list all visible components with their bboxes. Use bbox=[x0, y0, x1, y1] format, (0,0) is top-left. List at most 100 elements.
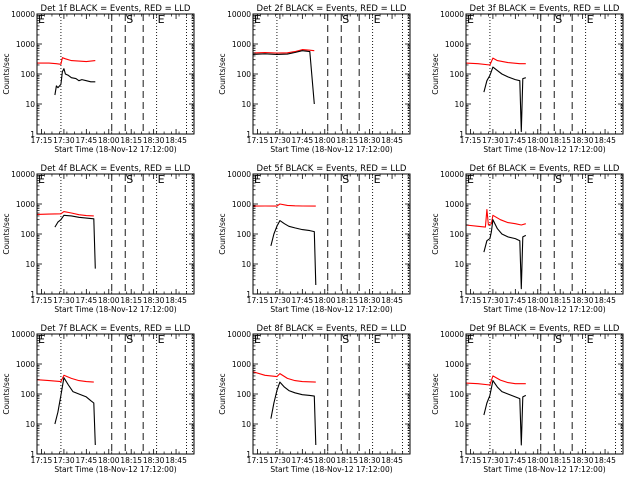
x-tick-label: 18:00 bbox=[527, 296, 549, 305]
events-series-line bbox=[483, 380, 527, 446]
y-tick-label: 10000 bbox=[11, 170, 35, 179]
x-tick-label: 17:30 bbox=[482, 136, 504, 145]
y-tick-label: 1000 bbox=[445, 200, 464, 209]
y-tick-label: 100 bbox=[450, 390, 465, 399]
y-tick-label: 1000 bbox=[232, 40, 251, 49]
x-axis-label: Start Time (18-Nov-12 17:12:00) bbox=[483, 305, 605, 314]
x-tick-label: 17:45 bbox=[76, 296, 98, 305]
x-tick-label: 18:30 bbox=[143, 456, 165, 465]
x-tick-label: 17:45 bbox=[292, 296, 314, 305]
marker-label: S bbox=[126, 13, 133, 26]
y-tick-label: 1000 bbox=[445, 360, 464, 369]
x-axis-label: Start Time (18-Nov-12 17:12:00) bbox=[54, 145, 176, 154]
x-tick-label: 18:15 bbox=[336, 296, 358, 305]
marker-label: E bbox=[587, 13, 594, 26]
x-axis-label: Start Time (18-Nov-12 17:12:00) bbox=[483, 465, 605, 474]
events-series-line bbox=[252, 50, 315, 105]
y-tick-label: 10 bbox=[241, 260, 251, 269]
panel-title: Det 1f BLACK = Events, RED = LLD bbox=[41, 4, 191, 14]
x-axis-label: Start Time (18-Nov-12 17:12:00) bbox=[54, 465, 176, 474]
marker-label: S bbox=[555, 333, 562, 346]
y-tick-label: 10000 bbox=[227, 10, 251, 19]
y-tick-label: 10000 bbox=[440, 170, 464, 179]
y-tick-label: 1000 bbox=[232, 200, 251, 209]
y-axis-label: Counts/sec bbox=[2, 213, 11, 254]
x-tick-label: 17:45 bbox=[505, 296, 527, 305]
marker-label: S bbox=[126, 333, 133, 346]
x-tick-label: 18:15 bbox=[549, 296, 571, 305]
x-tick-label: 18:15 bbox=[336, 456, 358, 465]
marker-label: E bbox=[158, 13, 165, 26]
x-tick-label: 18:15 bbox=[120, 296, 142, 305]
y-tick-label: 10000 bbox=[11, 330, 35, 339]
panel-title: Det 2f BLACK = Events, RED = LLD bbox=[257, 4, 407, 14]
y-tick-label: 10 bbox=[241, 420, 251, 429]
x-tick-label: 18:45 bbox=[594, 296, 616, 305]
x-tick-label: 17:45 bbox=[292, 456, 314, 465]
x-tick-label: 18:15 bbox=[120, 136, 142, 145]
panel-title: Det 3f BLACK = Events, RED = LLD bbox=[470, 4, 620, 14]
lld-series-line bbox=[36, 374, 94, 383]
x-tick-label: 17:45 bbox=[505, 136, 527, 145]
x-tick-label: 17:30 bbox=[269, 456, 291, 465]
x-tick-label: 18:30 bbox=[572, 456, 594, 465]
x-tick-label: 18:30 bbox=[359, 456, 381, 465]
marker-label: E bbox=[467, 173, 474, 186]
x-tick-label: 18:00 bbox=[98, 136, 120, 145]
lld-series-line bbox=[465, 209, 526, 228]
panel-title: Det 5f BLACK = Events, RED = LLD bbox=[257, 164, 407, 174]
x-tick-label: 17:30 bbox=[269, 296, 291, 305]
x-tick-label: 17:45 bbox=[76, 136, 98, 145]
y-tick-label: 10000 bbox=[11, 10, 35, 19]
x-tick-label: 18:15 bbox=[549, 136, 571, 145]
y-tick-label: 1 bbox=[246, 450, 251, 459]
marker-label: E bbox=[158, 333, 165, 346]
x-tick-label: 17:30 bbox=[482, 296, 504, 305]
marker-label: S bbox=[342, 13, 349, 26]
y-tick-label: 10 bbox=[454, 420, 464, 429]
marker-label: E bbox=[38, 333, 45, 346]
x-tick-label: 18:45 bbox=[165, 296, 187, 305]
panel-title: Det 6f BLACK = Events, RED = LLD bbox=[470, 164, 620, 174]
x-axis-label: Start Time (18-Nov-12 17:12:00) bbox=[270, 465, 392, 474]
x-tick-label: 18:15 bbox=[336, 136, 358, 145]
x-axis-label: Start Time (18-Nov-12 17:12:00) bbox=[483, 145, 605, 154]
y-tick-label: 1000 bbox=[16, 40, 35, 49]
x-tick-label: 18:45 bbox=[165, 456, 187, 465]
y-tick-label: 100 bbox=[21, 390, 36, 399]
x-tick-label: 18:45 bbox=[594, 456, 616, 465]
x-tick-label: 18:30 bbox=[359, 296, 381, 305]
marker-label: E bbox=[254, 173, 261, 186]
x-tick-label: 17:15 bbox=[31, 136, 53, 145]
x-tick-label: 18:45 bbox=[381, 456, 403, 465]
x-axis-label: Start Time (18-Nov-12 17:12:00) bbox=[54, 305, 176, 314]
marker-label: E bbox=[158, 173, 165, 186]
y-tick-label: 1 bbox=[459, 290, 464, 299]
events-series-line bbox=[483, 66, 526, 133]
events-series-line bbox=[54, 377, 96, 446]
x-tick-label: 17:15 bbox=[247, 456, 269, 465]
x-tick-label: 17:15 bbox=[31, 456, 53, 465]
x-tick-label: 18:00 bbox=[527, 136, 549, 145]
lld-series-line bbox=[37, 57, 96, 65]
panel-title: Det 4f BLACK = Events, RED = LLD bbox=[41, 164, 191, 174]
x-tick-label: 17:15 bbox=[247, 136, 269, 145]
y-axis-label: Counts/sec bbox=[431, 213, 440, 254]
events-series-line bbox=[483, 219, 527, 290]
x-tick-label: 18:00 bbox=[314, 296, 336, 305]
events-series-line bbox=[54, 214, 96, 269]
x-tick-label: 17:30 bbox=[482, 456, 504, 465]
lld-series-line bbox=[465, 57, 526, 66]
y-tick-label: 1000 bbox=[232, 360, 251, 369]
marker-label: E bbox=[374, 173, 381, 186]
x-tick-label: 18:45 bbox=[165, 136, 187, 145]
marker-label: S bbox=[342, 173, 349, 186]
x-tick-label: 18:00 bbox=[98, 296, 120, 305]
x-tick-label: 17:15 bbox=[460, 296, 482, 305]
panel-title: Det 9f BLACK = Events, RED = LLD bbox=[470, 324, 620, 334]
